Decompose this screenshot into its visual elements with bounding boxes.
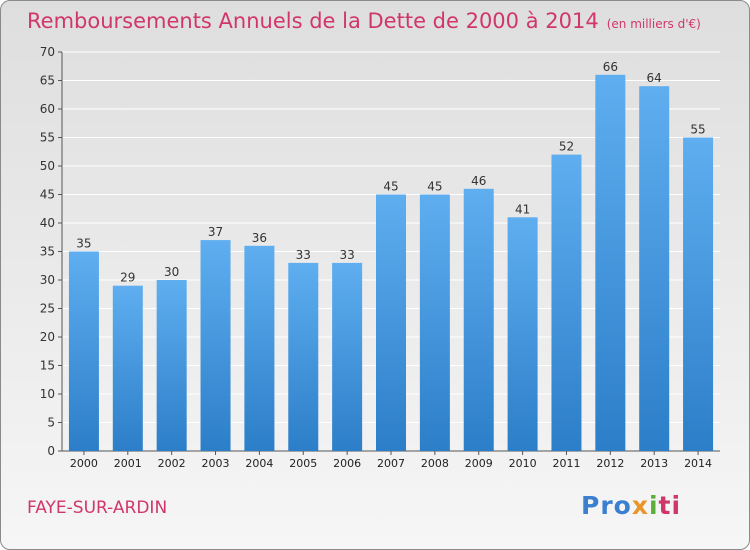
x-tick-label-2008: 2008 xyxy=(421,457,449,470)
y-tick-label: 45 xyxy=(40,188,55,202)
bar-2006 xyxy=(332,262,363,451)
x-tick-label-2013: 2013 xyxy=(640,457,668,470)
y-tick-label: 20 xyxy=(40,330,55,344)
y-tick-label: 55 xyxy=(40,131,55,145)
town-name: FAYE-SUR-ARDIN xyxy=(27,498,168,518)
value-label-2003: 37 xyxy=(208,225,223,239)
y-tick-label: 65 xyxy=(40,74,55,88)
bar-2007 xyxy=(376,194,406,451)
y-tick-label: 5 xyxy=(47,416,55,430)
chart-title-text: Remboursements Annuels de la Dette de 20… xyxy=(27,9,599,33)
bar-2004 xyxy=(244,245,275,451)
y-tick-label: 35 xyxy=(40,245,55,259)
bar-2011 xyxy=(551,154,582,451)
value-label-2014: 55 xyxy=(690,123,705,137)
y-tick-label: 25 xyxy=(40,302,55,316)
value-label-2002: 30 xyxy=(164,265,179,279)
bar-2009 xyxy=(463,188,494,452)
bar-2005 xyxy=(288,262,319,451)
bar-2014 xyxy=(683,137,714,451)
proxiti-logo: Proxiti xyxy=(581,491,682,520)
y-tick-label: 60 xyxy=(40,102,55,116)
y-tick-label: 40 xyxy=(40,216,55,230)
value-label-2001: 29 xyxy=(120,271,135,285)
value-label-2009: 46 xyxy=(471,174,486,188)
x-tick-label-2014: 2014 xyxy=(684,457,712,470)
bar-2013 xyxy=(639,86,670,451)
x-tick-label-2001: 2001 xyxy=(114,457,142,470)
value-label-2004: 36 xyxy=(252,231,267,245)
labels: 0 5 10 15 20 25 30 35 40 45 50 55 60 65 70 35 2000 29 2001… xyxy=(40,45,712,470)
y-tick-label: 50 xyxy=(40,159,55,173)
chart-title: Remboursements Annuels de la Dette de 20… xyxy=(27,9,701,33)
bars xyxy=(68,74,714,452)
x-tick-label-2012: 2012 xyxy=(596,457,624,470)
bar-2010 xyxy=(507,217,538,451)
value-label-2000: 35 xyxy=(76,237,91,251)
x-tick-label-2003: 2003 xyxy=(202,457,230,470)
y-tick-label: 0 xyxy=(47,444,55,458)
unit-note: (en milliers d'€) xyxy=(606,17,701,31)
bar-2002 xyxy=(156,280,187,451)
x-tick-label-2011: 2011 xyxy=(552,457,580,470)
bar-2012 xyxy=(595,74,626,452)
x-tick-label-2004: 2004 xyxy=(245,457,273,470)
value-label-2011: 52 xyxy=(559,140,574,154)
x-tick-label-2010: 2010 xyxy=(509,457,537,470)
x-tick-label-2007: 2007 xyxy=(377,457,405,470)
x-tick-label-2005: 2005 xyxy=(289,457,317,470)
y-tick-label: 15 xyxy=(40,359,55,373)
value-label-2013: 64 xyxy=(647,71,662,85)
y-tick-label: 30 xyxy=(40,273,55,287)
bar-2000 xyxy=(68,251,99,451)
bar-2003 xyxy=(200,240,231,451)
value-label-2006: 33 xyxy=(339,248,354,262)
bar-2001 xyxy=(112,285,143,451)
x-tick-label-2002: 2002 xyxy=(158,457,186,470)
y-tick-label: 10 xyxy=(40,387,55,401)
value-label-2007: 45 xyxy=(383,180,398,194)
value-label-2012: 66 xyxy=(603,60,618,74)
y-tick-label: 70 xyxy=(40,45,55,59)
value-label-2005: 33 xyxy=(296,248,311,262)
x-tick-label-2006: 2006 xyxy=(333,457,361,470)
x-tick-label-2009: 2009 xyxy=(465,457,493,470)
bar-2008 xyxy=(419,194,450,451)
value-label-2010: 41 xyxy=(515,202,530,216)
value-label-2008: 45 xyxy=(427,180,442,194)
x-tick-label-2000: 2000 xyxy=(70,457,98,470)
